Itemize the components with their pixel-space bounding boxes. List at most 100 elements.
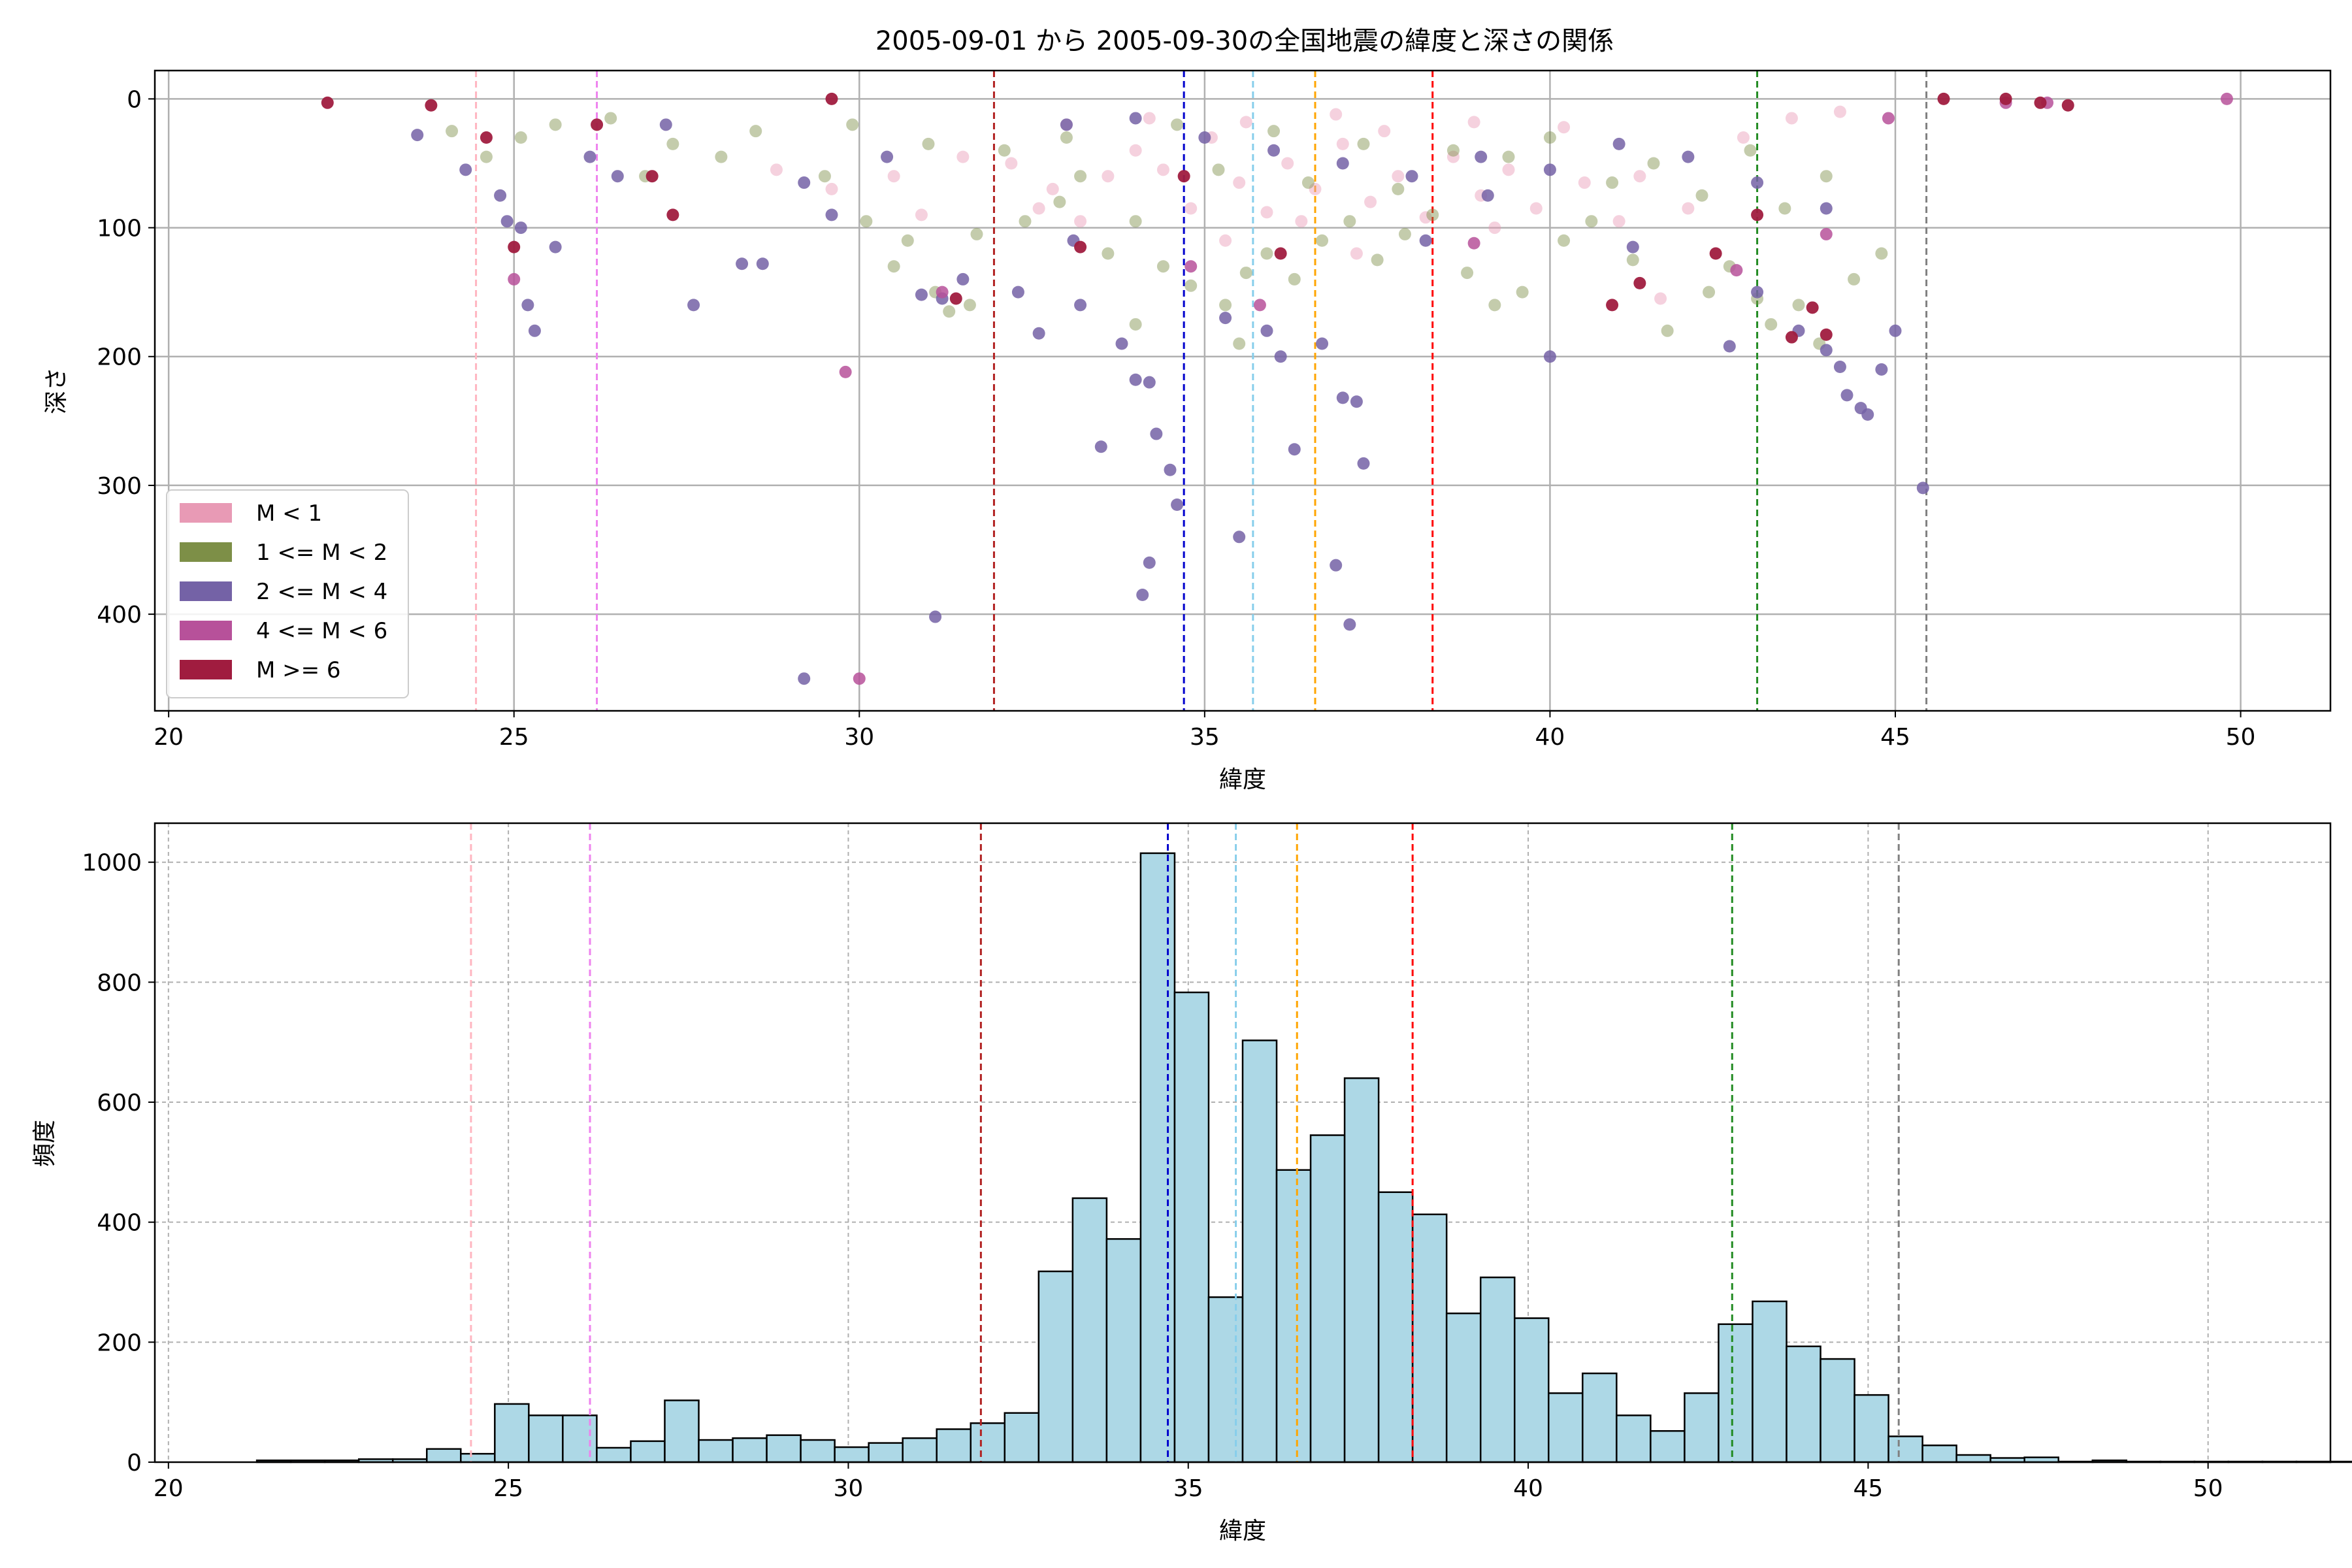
histogram-y-axis-label: 頻度 (31, 1120, 58, 1167)
histogram-bar (1173, 991, 1210, 1463)
scatter-point (1350, 247, 1363, 260)
scatter-point (1288, 443, 1301, 456)
scatter-point (500, 215, 514, 228)
scatter-point (1336, 157, 1349, 170)
scatter-x-tick-label: 45 (1880, 724, 1910, 751)
scatter-point (1129, 373, 1142, 386)
scatter-point (1219, 312, 1232, 325)
scatter-point (2061, 99, 2074, 112)
scatter-point (1184, 260, 1198, 273)
scatter-point (1785, 331, 1798, 344)
histogram-bar (1037, 1270, 1074, 1463)
scatter-point (1011, 286, 1024, 299)
histogram-bar (732, 1437, 768, 1463)
scatter-point (1357, 457, 1370, 470)
scatter-point (1833, 105, 1846, 118)
scatter-point (1378, 125, 1391, 138)
scatter-point (846, 118, 859, 131)
scatter-point (446, 125, 459, 138)
scatter-panel: 20 25 30 35 40 45 50 0 100 200 300 400 緯度 深さ M < 1… (43, 69, 2332, 793)
scatter-point (956, 150, 970, 163)
scatter-point (2220, 92, 2233, 105)
histogram-bar (630, 1440, 666, 1463)
scatter-point (1260, 206, 1273, 219)
scatter-point (1682, 150, 1695, 163)
histogram-bar (426, 1448, 462, 1463)
histogram-bar (936, 1428, 972, 1463)
scatter-points (321, 92, 2233, 685)
histogram-bar (1105, 1238, 1142, 1463)
histogram-bar (1377, 1191, 1414, 1463)
scatter-y-tick-label: 0 (127, 86, 142, 113)
scatter-point (1156, 163, 1169, 176)
histogram-bar (698, 1439, 734, 1463)
scatter-point (1585, 215, 1598, 228)
scatter-point (1053, 195, 1066, 208)
scatter-point (818, 170, 831, 183)
scatter-point (1143, 376, 1156, 389)
histogram-x-tick-label: 25 (493, 1475, 523, 1502)
scatter-point (1612, 137, 1625, 150)
scatter-point (1626, 253, 1639, 267)
scatter-point (1233, 337, 1246, 350)
histogram-bar (766, 1434, 802, 1463)
scatter-point (1543, 163, 1556, 176)
legend-label-m-lt-1: M < 1 (256, 500, 322, 527)
scatter-point (528, 324, 541, 337)
scatter-point (1274, 350, 1287, 363)
scatter-point (1543, 131, 1556, 144)
scatter-point (881, 150, 894, 163)
scatter-point (1212, 163, 1225, 176)
scatter-point (666, 208, 679, 221)
scatter-point (1129, 112, 1142, 125)
scatter-point (1558, 234, 1571, 247)
histogram-panel: 20 25 30 35 40 45 50 0 200 400 600 800 1000 緯度 頻度 (31, 822, 2352, 1544)
histogram-bar (1445, 1313, 1482, 1463)
scatter-point (1260, 247, 1273, 260)
scatter-point (1343, 215, 1356, 228)
histogram-bar (1921, 1445, 1957, 1463)
scatter-point (1330, 108, 1343, 121)
scatter-point (1156, 260, 1169, 273)
scatter-point (1046, 182, 1059, 195)
scatter-point (1737, 131, 1750, 144)
scatter-point (1102, 170, 1115, 183)
scatter-point (480, 150, 493, 163)
scatter-point (1233, 531, 1246, 544)
scatter-point (494, 189, 507, 202)
scatter-point (1606, 299, 1619, 312)
scatter-point (1744, 144, 1757, 157)
scatter-point (1239, 116, 1252, 129)
scatter-x-tick-label: 30 (844, 724, 874, 751)
scatter-point (1820, 202, 1833, 215)
scatter-point (1751, 286, 1764, 299)
histogram-bar (1275, 1169, 1312, 1463)
scatter-point (1612, 215, 1625, 228)
scatter-point (1488, 299, 1501, 312)
scatter-point (998, 144, 1011, 157)
scatter-x-tick-label: 25 (499, 724, 529, 751)
scatter-point (1115, 337, 1128, 350)
scatter-point (1502, 163, 1515, 176)
scatter-point (1543, 350, 1556, 363)
scatter-point (1260, 324, 1273, 337)
histogram-bar (970, 1422, 1006, 1463)
scatter-point (1861, 408, 1874, 421)
histogram-bar (1820, 1358, 1855, 1463)
scatter-point (1060, 131, 1073, 144)
scatter-point (1267, 125, 1281, 138)
scatter-point (1392, 170, 1405, 183)
histogram-bar (800, 1439, 836, 1463)
scatter-point (1606, 176, 1619, 189)
histogram-bar (528, 1414, 564, 1463)
histogram-x-tick-label: 35 (1173, 1475, 1203, 1502)
scatter-point (1709, 247, 1722, 260)
scatter-x-tick-label: 50 (2226, 724, 2256, 751)
scatter-point (770, 163, 783, 176)
scatter-point (1316, 234, 1329, 247)
histogram-x-ticks: 20 25 30 35 40 45 50 (154, 1462, 2223, 1502)
scatter-point (1129, 144, 1142, 157)
scatter-point (1467, 116, 1480, 129)
scatter-point (1502, 150, 1515, 163)
scatter-point (1253, 299, 1266, 312)
